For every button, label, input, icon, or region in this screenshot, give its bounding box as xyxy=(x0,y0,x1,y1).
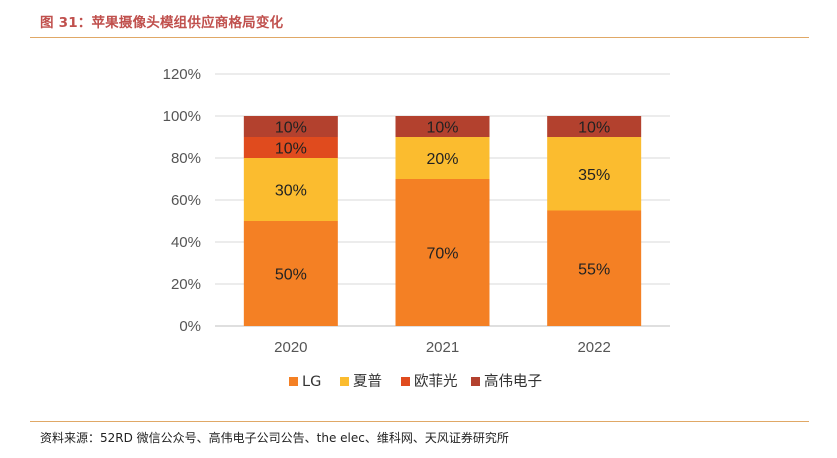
data-label: 30% xyxy=(275,183,307,200)
legend-label: 高伟电子 xyxy=(484,373,542,390)
bar-segment-2022-3 xyxy=(547,116,642,137)
legend-swatch xyxy=(340,377,349,386)
x-tick-label: 2020 xyxy=(274,339,307,356)
bottom-divider xyxy=(30,421,809,422)
bars: 50% 30% 10% 10% 70% 20% 10% 55% 35% 10% xyxy=(243,116,642,326)
bar-segment-2020-2 xyxy=(243,137,338,158)
y-tick-label: 80% xyxy=(171,150,201,167)
figure-title: 图 31：苹果摄像头模组供应商格局变化 xyxy=(40,15,284,31)
data-label: 50% xyxy=(275,267,307,284)
bar-segment-2020-1 xyxy=(243,158,338,221)
data-label: 10% xyxy=(275,141,307,158)
y-tick-label: 0% xyxy=(179,318,201,335)
top-divider xyxy=(30,37,809,38)
legend-swatch xyxy=(289,377,298,386)
x-axis: 2020 2021 2022 xyxy=(274,339,611,356)
legend: LG 夏普 欧菲光 高伟电子 xyxy=(289,373,542,390)
data-label: 10% xyxy=(426,120,458,137)
bar-segment-2020-0 xyxy=(243,221,338,326)
y-tick-label: 60% xyxy=(171,192,201,209)
data-label: 10% xyxy=(275,120,307,137)
data-label: 20% xyxy=(426,151,458,168)
bar-segment-2021-1 xyxy=(395,137,490,179)
legend-label: 欧菲光 xyxy=(414,373,458,390)
y-tick-label: 120% xyxy=(163,66,201,83)
data-label: 35% xyxy=(578,167,610,184)
data-label: 70% xyxy=(426,246,458,263)
stacked-bar-chart: 0% 20% 40% 60% 80% 100% 120% 50% 30% 10% 10% 70% 20… xyxy=(163,66,670,390)
legend-label: 夏普 xyxy=(353,373,382,390)
x-tick-label: 2022 xyxy=(577,339,610,356)
data-label: 10% xyxy=(578,120,610,137)
y-axis: 0% 20% 40% 60% 80% 100% 120% xyxy=(163,66,201,335)
legend-swatch xyxy=(401,377,410,386)
bar-segment-2021-3 xyxy=(395,116,490,137)
legend-swatch xyxy=(471,377,480,386)
bar-segment-2021-0 xyxy=(395,179,490,326)
y-tick-label: 100% xyxy=(163,108,201,125)
bar-segment-2022-0 xyxy=(547,210,642,326)
bar-segment-2020-3 xyxy=(243,116,338,137)
y-tick-label: 20% xyxy=(171,276,201,293)
source-note: 资料来源：52RD 微信公众号、高伟电子公司公告、the elec、维科网、天风… xyxy=(40,431,509,445)
data-label: 55% xyxy=(578,261,610,278)
legend-label: LG xyxy=(302,374,321,390)
bar-segment-2022-1 xyxy=(547,137,642,211)
x-tick-label: 2021 xyxy=(426,339,459,356)
y-tick-label: 40% xyxy=(171,234,201,251)
